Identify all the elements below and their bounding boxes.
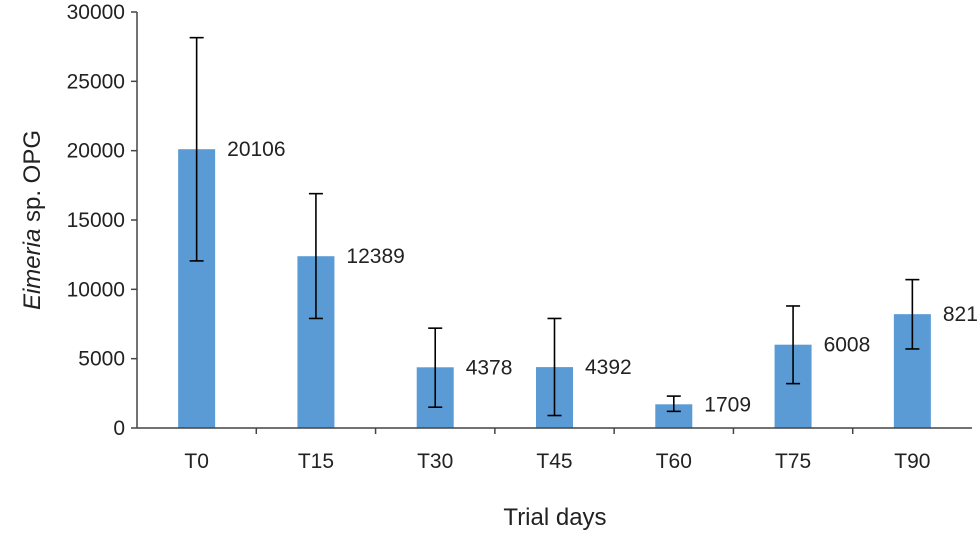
y-tick-label: 15000 bbox=[67, 209, 125, 232]
data-label-T60: 1709 bbox=[704, 393, 751, 416]
y-tick-label: 25000 bbox=[67, 70, 125, 93]
y-axis-title-italic: Eimeria bbox=[19, 229, 46, 310]
y-tick-label: 20000 bbox=[67, 140, 125, 163]
x-tick-label: T15 bbox=[298, 450, 334, 473]
data-label-T75: 6008 bbox=[824, 334, 871, 357]
y-tick-label: 0 bbox=[113, 417, 125, 440]
y-axis-title: Eimeria sp. OPG bbox=[19, 130, 46, 310]
x-axis-title: Trial days bbox=[503, 504, 606, 531]
data-label-T15: 12389 bbox=[346, 245, 404, 268]
y-axis-title-rest: sp. OPG bbox=[19, 130, 46, 229]
data-label-T30: 4378 bbox=[466, 356, 513, 379]
y-tick-label: 30000 bbox=[67, 1, 125, 24]
x-tick-label: T90 bbox=[894, 450, 930, 473]
x-tick-label: T45 bbox=[536, 450, 572, 473]
y-tick-label: 5000 bbox=[78, 348, 125, 371]
bar-T60 bbox=[655, 404, 693, 428]
data-label-T90: 8210 bbox=[943, 303, 978, 326]
y-tick-label: 10000 bbox=[67, 278, 125, 301]
x-tick-label: T0 bbox=[184, 450, 209, 473]
x-tick-label: T30 bbox=[417, 450, 453, 473]
data-label-T45: 4392 bbox=[585, 356, 632, 379]
x-tick-label: T75 bbox=[775, 450, 811, 473]
data-label-T0: 20106 bbox=[227, 138, 285, 161]
x-tick-label: T60 bbox=[656, 450, 692, 473]
